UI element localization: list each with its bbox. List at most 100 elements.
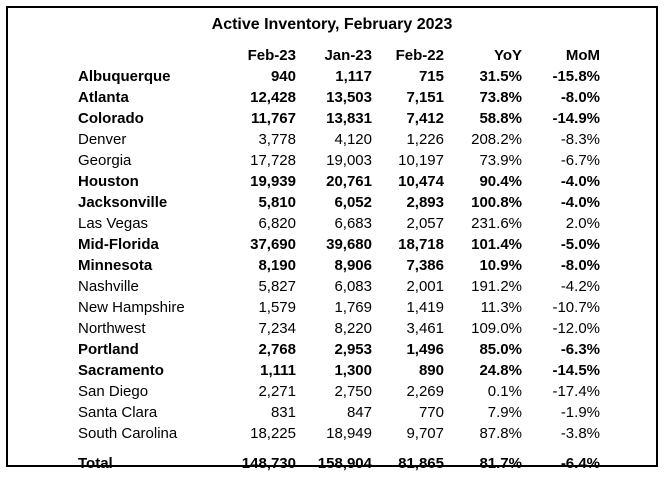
cell-feb23: 3,778 bbox=[258, 131, 296, 148]
total-feb22: 81,865 bbox=[398, 454, 444, 472]
cell-mom: -17.4% bbox=[552, 383, 600, 400]
table-row: Mid-Florida 37,690 39,680 18,718 101.4% -5.0% bbox=[74, 234, 604, 255]
cell-feb22: 9,707 bbox=[406, 425, 444, 442]
row-name: Nashville bbox=[78, 278, 139, 295]
row-name: South Carolina bbox=[78, 425, 178, 442]
table-row: South Carolina 18,225 18,949 9,707 87.8% -3.8… bbox=[74, 423, 604, 444]
cell-feb22: 18,718 bbox=[398, 236, 444, 253]
cell-mom: -8.0% bbox=[560, 89, 600, 106]
cell-yoy: 7.9% bbox=[487, 404, 522, 421]
cell-feb23: 2,768 bbox=[258, 341, 296, 358]
inventory-table: Feb-23 Jan-23 Feb-22 YoY MoM Albuquerque… bbox=[74, 44, 604, 476]
header-feb22: Feb-22 bbox=[395, 46, 444, 64]
cell-yoy: 0.1% bbox=[487, 383, 522, 400]
cell-yoy: 231.6% bbox=[471, 215, 522, 232]
cell-mom: -12.0% bbox=[552, 320, 600, 337]
header-yoy: YoY bbox=[493, 46, 522, 64]
cell-jan23: 1,769 bbox=[334, 299, 372, 316]
cell-mom: -8.0% bbox=[560, 257, 600, 274]
cell-mom: -10.7% bbox=[552, 299, 600, 316]
cell-yoy: 11.3% bbox=[480, 299, 522, 316]
row-name: Santa Clara bbox=[78, 404, 158, 421]
cell-feb22: 10,474 bbox=[398, 173, 444, 190]
cell-feb23: 831 bbox=[270, 404, 296, 421]
cell-yoy: 101.4% bbox=[471, 236, 522, 253]
cell-jan23: 19,003 bbox=[326, 152, 372, 169]
cell-feb22: 3,461 bbox=[406, 320, 444, 337]
table-row: Atlanta 12,428 13,503 7,151 73.8% -8.0% bbox=[74, 87, 604, 108]
cell-yoy: 90.4% bbox=[479, 173, 522, 190]
cell-yoy: 109.0% bbox=[471, 320, 522, 337]
cell-jan23: 13,831 bbox=[326, 110, 372, 127]
table-body: Albuquerque 940 1,117 715 31.5% -15.8% Atlanta… bbox=[74, 66, 604, 444]
cell-yoy: 208.2% bbox=[471, 131, 522, 148]
cell-feb22: 1,419 bbox=[406, 299, 444, 316]
table-row: Denver 3,778 4,120 1,226 208.2% -8.3% bbox=[74, 129, 604, 150]
row-name: Denver bbox=[78, 131, 127, 148]
cell-jan23: 20,761 bbox=[326, 173, 372, 190]
header-mom: MoM bbox=[565, 46, 600, 64]
cell-feb23: 37,690 bbox=[250, 236, 296, 253]
cell-feb22: 7,386 bbox=[406, 257, 444, 274]
cell-mom: -4.2% bbox=[560, 278, 600, 295]
total-row: Total 148,730 158,904 81,865 81.7% -6.4% bbox=[74, 450, 604, 476]
cell-feb23: 1,111 bbox=[260, 362, 296, 379]
cell-feb23: 940 bbox=[270, 68, 296, 85]
table-row: Las Vegas 6,820 6,683 2,057 231.6% 2.0% bbox=[74, 213, 604, 234]
cell-feb22: 7,412 bbox=[406, 110, 444, 127]
table-row: Portland 2,768 2,953 1,496 85.0% -6.3% bbox=[74, 339, 604, 360]
row-name: San Diego bbox=[78, 383, 149, 400]
cell-mom: -8.3% bbox=[560, 131, 600, 148]
cell-feb23: 12,428 bbox=[250, 89, 296, 106]
total-feb23: 148,730 bbox=[241, 454, 296, 472]
cell-feb22: 715 bbox=[418, 68, 444, 85]
total-mom: -6.4% bbox=[560, 454, 600, 472]
cell-jan23: 39,680 bbox=[326, 236, 372, 253]
table-row: Jacksonville 5,810 6,052 2,893 100.8% -4.0% bbox=[74, 192, 604, 213]
cell-mom: -6.7% bbox=[560, 152, 600, 169]
total-label: Total bbox=[78, 454, 113, 472]
cell-mom: -4.0% bbox=[560, 173, 600, 190]
cell-mom: -14.9% bbox=[552, 110, 600, 127]
row-name: New Hampshire bbox=[78, 299, 185, 316]
cell-feb23: 5,827 bbox=[258, 278, 296, 295]
header-feb23: Feb-23 bbox=[247, 46, 296, 64]
row-name: Mid-Florida bbox=[78, 236, 159, 253]
row-name: Georgia bbox=[78, 152, 132, 169]
table-title: Active Inventory, February 2023 bbox=[211, 16, 453, 33]
cell-mom: -6.3% bbox=[560, 341, 600, 358]
table-row: Nashville 5,827 6,083 2,001 191.2% -4.2% bbox=[74, 276, 604, 297]
cell-jan23: 2,750 bbox=[334, 383, 372, 400]
table-row: Albuquerque 940 1,117 715 31.5% -15.8% bbox=[74, 66, 604, 87]
row-name: Northwest bbox=[78, 320, 146, 337]
row-name: Jacksonville bbox=[78, 194, 168, 211]
table-row: Colorado 11,767 13,831 7,412 58.8% -14.9% bbox=[74, 108, 604, 129]
row-name: Portland bbox=[78, 341, 139, 358]
row-name: Sacramento bbox=[78, 362, 164, 379]
cell-jan23: 1,300 bbox=[334, 362, 372, 379]
cell-jan23: 6,052 bbox=[334, 194, 372, 211]
cell-feb22: 890 bbox=[418, 362, 444, 379]
cell-jan23: 6,083 bbox=[334, 278, 372, 295]
cell-feb22: 1,496 bbox=[406, 341, 444, 358]
cell-yoy: 31.5% bbox=[479, 68, 522, 85]
cell-feb22: 2,269 bbox=[406, 383, 444, 400]
cell-feb23: 5,810 bbox=[258, 194, 296, 211]
cell-yoy: 87.8% bbox=[479, 425, 522, 442]
row-name: Las Vegas bbox=[78, 215, 149, 232]
cell-mom: -15.8% bbox=[552, 68, 600, 85]
cell-feb22: 2,001 bbox=[406, 278, 444, 295]
table-row: San Diego 2,271 2,750 2,269 0.1% -17.4% bbox=[74, 381, 604, 402]
cell-yoy: 100.8% bbox=[471, 194, 522, 211]
cell-mom: 2.0% bbox=[565, 215, 600, 232]
cell-yoy: 191.2% bbox=[471, 278, 522, 295]
cell-yoy: 10.9% bbox=[479, 257, 522, 274]
cell-jan23: 8,220 bbox=[334, 320, 372, 337]
table-frame: Active Inventory, February 2023 Feb-23 J… bbox=[6, 6, 658, 472]
total-yoy: 81.7% bbox=[479, 454, 522, 472]
total-jan23: 158,904 bbox=[317, 454, 372, 472]
table-row: Houston 19,939 20,761 10,474 90.4% -4.0% bbox=[74, 171, 604, 192]
cell-jan23: 847 bbox=[346, 404, 372, 421]
cell-mom: -4.0% bbox=[560, 194, 600, 211]
cell-jan23: 18,949 bbox=[326, 425, 372, 442]
